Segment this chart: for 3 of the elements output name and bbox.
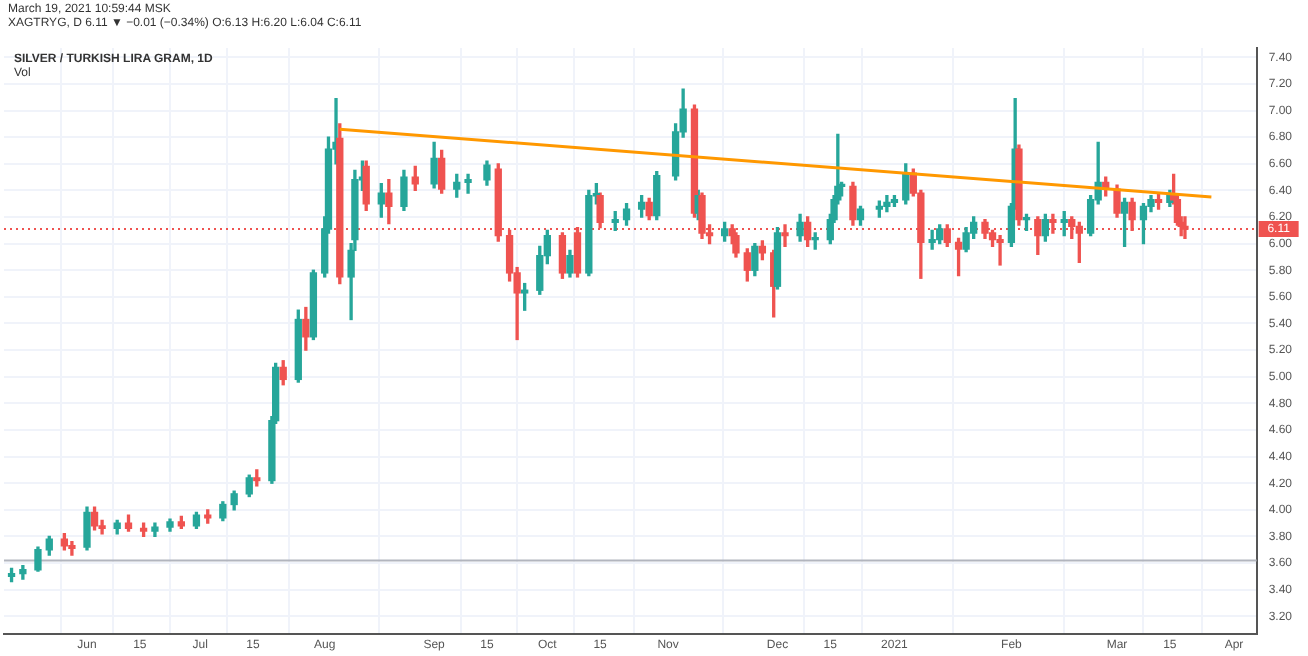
candlestick: [68, 541, 76, 556]
candlestick: [996, 235, 1004, 266]
candlestick: [464, 173, 472, 194]
